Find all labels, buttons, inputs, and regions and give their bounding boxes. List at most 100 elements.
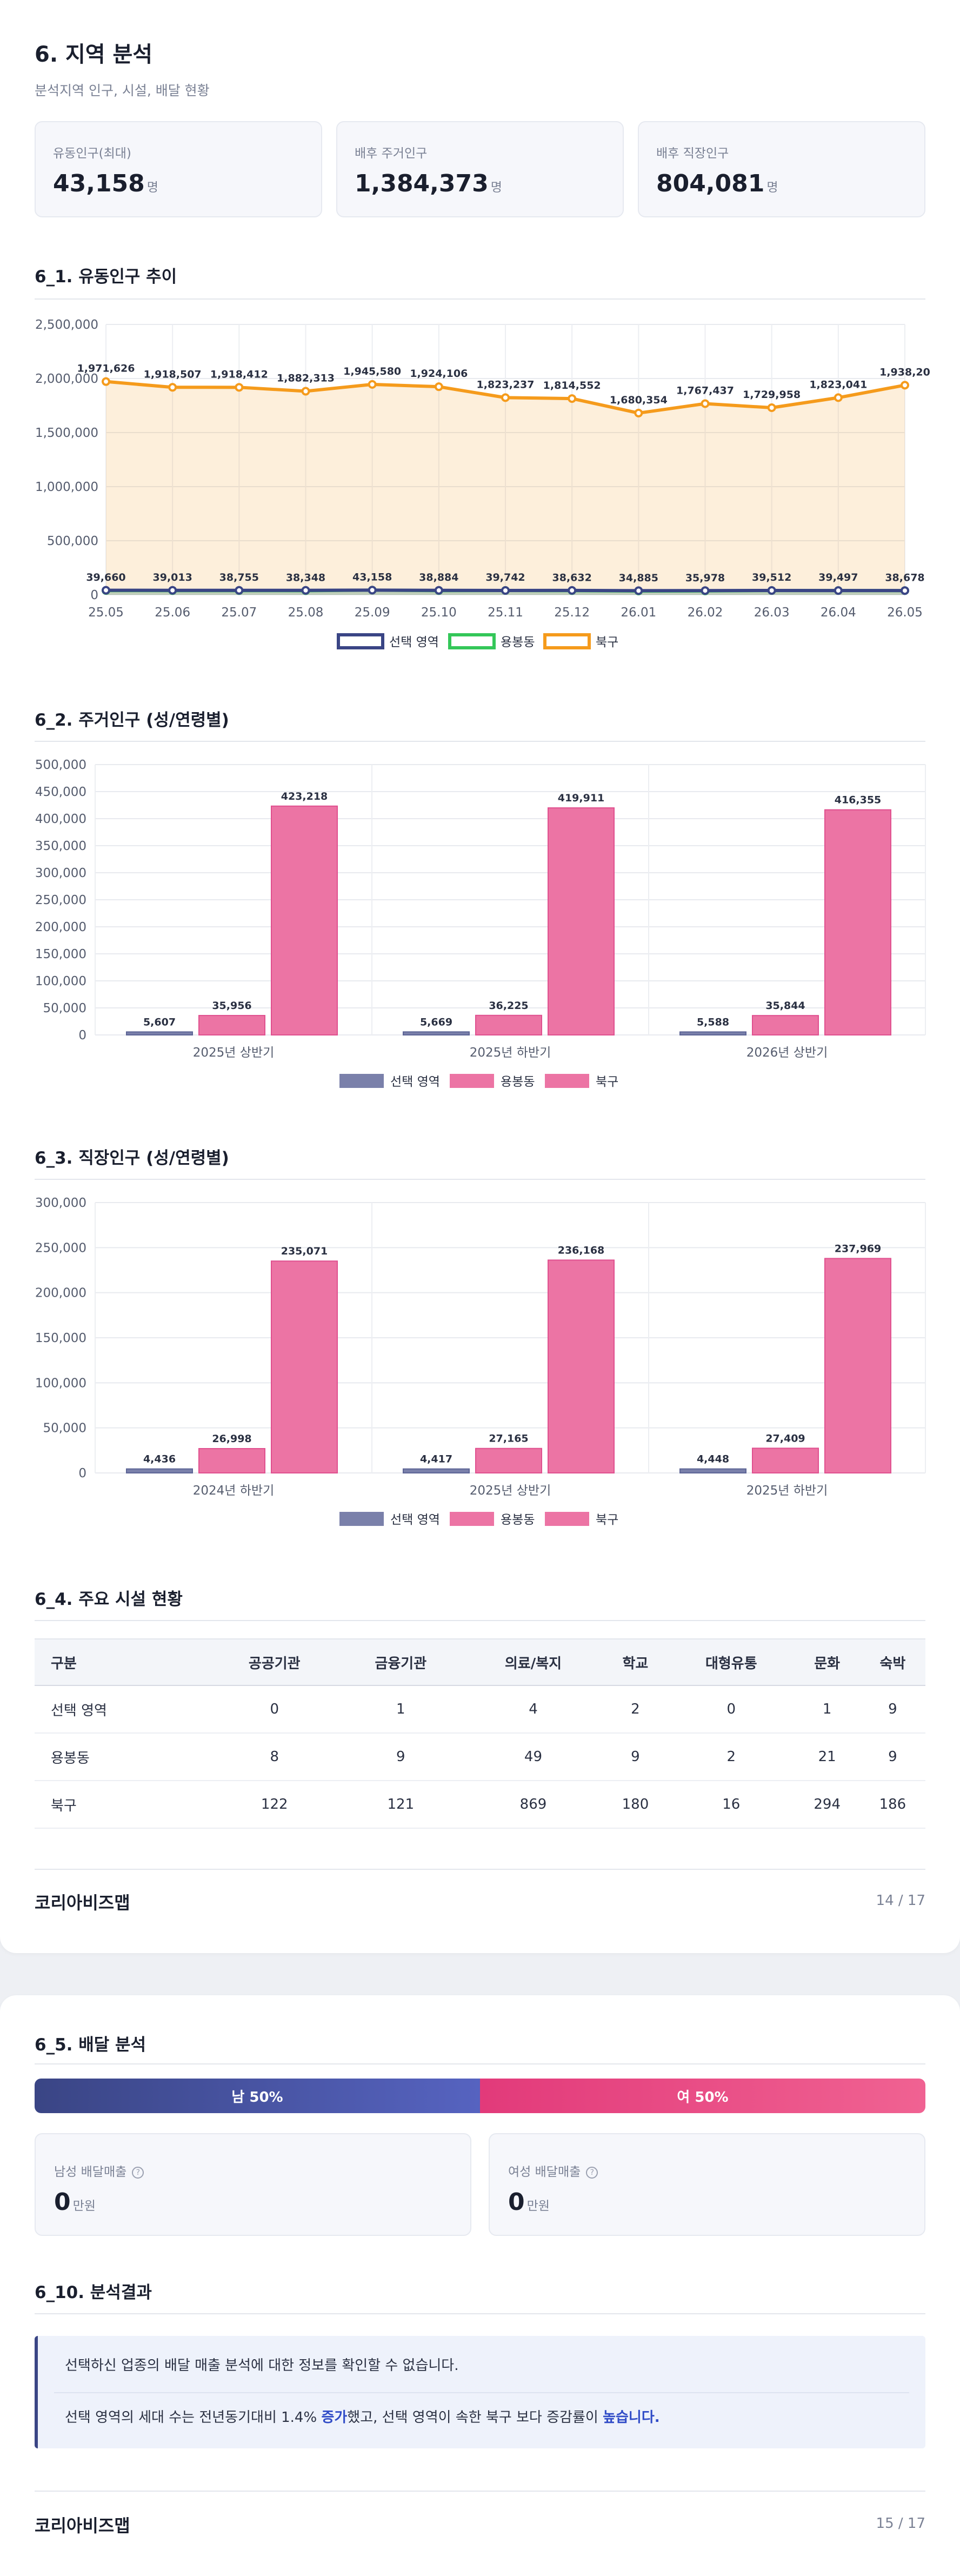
divider: [35, 2313, 925, 2314]
table-cell: 186: [859, 1781, 925, 1829]
x-tick-label: 25.12: [554, 606, 590, 620]
help-icon[interactable]: ?: [132, 2166, 144, 2179]
table-row: 선택 영역 0 1 4 2 0 1 9: [35, 1685, 925, 1734]
data-label: 419,911: [558, 792, 605, 804]
kpi-value: 1,384,373 명: [355, 170, 502, 197]
data-point: [701, 586, 710, 595]
col-header: 공공기관: [211, 1638, 338, 1686]
data-label: 38,755: [219, 572, 259, 583]
facilities-table-wrap: 구분 공공기관 금융기관 의료/복지 학교 대형유통 문화 숙박 선택 영역 0…: [35, 1638, 925, 1829]
card-label: 남성 배달매출?: [54, 2161, 144, 2180]
data-label: 38,632: [552, 572, 592, 583]
data-point: [901, 381, 909, 390]
divider: [35, 1620, 925, 1621]
result-divider: [54, 2392, 909, 2393]
y-tick-label: 100,000: [35, 1376, 86, 1390]
footer-brand: 코리아비즈맵: [35, 2515, 130, 2536]
bar: [475, 1014, 542, 1035]
bar: [403, 1031, 470, 1035]
data-label: 5,669: [420, 1016, 452, 1028]
series-area: [106, 381, 905, 595]
bar: [126, 1468, 193, 1474]
table-cell: 용봉동: [35, 1733, 211, 1781]
data-point: [834, 393, 843, 402]
x-tick-label: 25.10: [421, 606, 457, 620]
data-point: [501, 586, 510, 595]
male-sales-card: 남성 배달매출? 0 만원: [35, 2133, 471, 2236]
footer-divider: [35, 2491, 925, 2492]
kpi-label: 유동인구(최대): [53, 147, 131, 161]
card-value: 0 만원: [508, 2188, 550, 2216]
legend-swatch: [337, 633, 384, 649]
help-icon[interactable]: ?: [586, 2166, 598, 2179]
legend-label: 북구: [596, 635, 618, 649]
divider: [35, 298, 925, 300]
section-header: 6. 지역 분석 분석지역 인구, 시설, 배달 현황: [35, 37, 925, 99]
table-cell: 1: [794, 1685, 860, 1734]
data-point: [301, 387, 310, 396]
kpi-workplace: 배후 직장인구 804,081 명: [638, 121, 925, 217]
report-page-14: 6. 지역 분석 분석지역 인구, 시설, 배달 현황 유동인구(최대) 43,…: [0, 0, 960, 1953]
floating-population-chart: 2,500,000 2,000,000 1,500,000 1,000,000 500,…: [35, 318, 930, 649]
data-label: 39,742: [485, 572, 525, 583]
table-cell: 9: [859, 1733, 925, 1781]
x-tick-label: 25.05: [88, 606, 124, 620]
table-cell: 8: [211, 1733, 338, 1781]
result-line-2: 선택 영역의 세대 수는 전년동기대비 1.4% 증가했고, 선택 영역이 속한…: [65, 2409, 660, 2426]
y-tick-label: 250,000: [35, 1241, 86, 1255]
data-point: [634, 586, 643, 595]
y-tick-label: 0: [78, 1466, 86, 1480]
footer-divider: [35, 1869, 925, 1870]
data-label: 416,355: [835, 794, 882, 806]
y-tick-label: 2,500,000: [35, 318, 98, 332]
female-sales-card: 여성 배달매출? 0 만원: [489, 2133, 925, 2236]
y-tick-label: 2,000,000: [35, 372, 98, 386]
y-tick-label: 0: [78, 1028, 86, 1043]
data-label: 39,660: [86, 572, 125, 583]
y-tick-label: 500,000: [47, 534, 98, 548]
bar: [475, 1448, 542, 1474]
data-label: 5,588: [697, 1016, 729, 1028]
divider: [35, 1179, 925, 1180]
legend-swatch: [545, 1512, 589, 1526]
x-tick-label: 25.07: [221, 606, 257, 620]
col-header: 문화: [794, 1638, 860, 1686]
y-tick-label: 200,000: [35, 1286, 86, 1300]
data-label: 4,417: [420, 1453, 452, 1465]
data-label: 38,678: [885, 572, 924, 583]
legend-label: 선택 영역: [390, 1513, 440, 1527]
table-cell: 294: [794, 1781, 860, 1829]
y-tick-label: 150,000: [35, 947, 86, 961]
y-tick-label: 150,000: [35, 1331, 86, 1345]
section-title: 6. 지역 분석: [35, 42, 153, 67]
table-cell: 180: [602, 1781, 669, 1829]
data-label: 1,729,958: [743, 389, 801, 401]
data-label: 1,814,552: [543, 380, 601, 391]
card-value: 0 만원: [54, 2188, 96, 2216]
data-label: 39,497: [818, 572, 858, 583]
table-row: 북구 122 121 869 180 16 294 186: [35, 1781, 925, 1829]
data-label: 5,607: [143, 1016, 176, 1028]
x-tick-label: 2025년 상반기: [470, 1484, 551, 1498]
data-label: 43,158: [352, 571, 392, 583]
kpi-floating-max: 유동인구(최대) 43,158 명: [35, 121, 322, 217]
table-cell: 49: [464, 1733, 603, 1781]
table-cell: 121: [337, 1781, 464, 1829]
result-box: 선택하신 업종의 배달 매출 분석에 대한 정보를 확인할 수 없습니다. 선택…: [35, 2336, 925, 2448]
kpi-value: 804,081 명: [656, 170, 778, 197]
y-tick-label: 1,500,000: [35, 426, 98, 440]
table-cell: 9: [859, 1685, 925, 1734]
bar: [679, 1031, 746, 1035]
legend-swatch: [448, 633, 496, 649]
x-tick-label: 2024년 하반기: [193, 1484, 274, 1498]
workplace-title: 6_3. 직장인구 (성/연령별): [35, 1148, 229, 1168]
table-cell: 북구: [35, 1781, 211, 1829]
legend-swatch: [339, 1512, 384, 1526]
bar: [271, 1260, 338, 1473]
x-tick-label: 25.06: [155, 606, 190, 620]
bar: [548, 1259, 615, 1474]
y-tick-label: 50,000: [43, 1422, 86, 1436]
page-number: 15 / 17: [876, 2515, 925, 2532]
y-tick-label: 200,000: [35, 920, 86, 934]
floating-title: 6_1. 유동인구 추이: [35, 267, 177, 287]
